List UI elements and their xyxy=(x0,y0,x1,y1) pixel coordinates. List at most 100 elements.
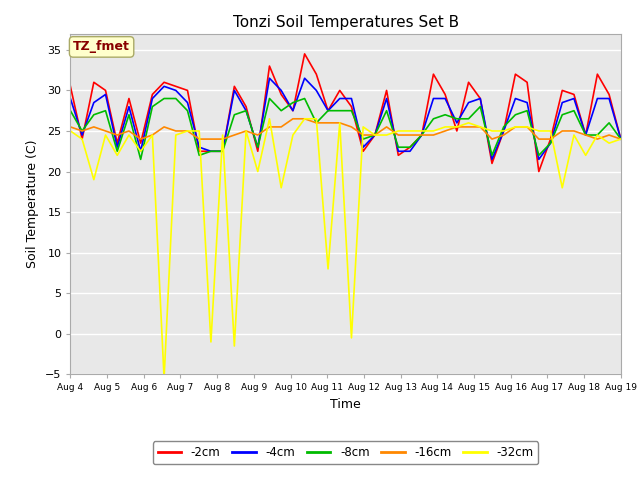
-2cm xyxy=(429,72,437,77)
-32cm xyxy=(465,120,472,126)
-8cm xyxy=(184,108,191,114)
-4cm xyxy=(559,100,566,106)
-2cm xyxy=(348,104,355,109)
-2cm xyxy=(617,136,625,142)
Line: -4cm: -4cm xyxy=(70,78,621,159)
-2cm xyxy=(559,87,566,93)
-2cm xyxy=(137,140,145,146)
-4cm xyxy=(582,132,589,138)
-4cm xyxy=(465,100,472,106)
-8cm xyxy=(394,144,402,150)
-32cm xyxy=(359,124,367,130)
-32cm xyxy=(559,185,566,191)
-4cm xyxy=(429,96,437,101)
-8cm xyxy=(148,104,156,109)
-32cm xyxy=(230,343,238,349)
-32cm xyxy=(524,124,531,130)
Line: -16cm: -16cm xyxy=(70,119,621,139)
-2cm xyxy=(113,140,121,146)
-8cm xyxy=(301,96,308,101)
-16cm xyxy=(348,124,355,130)
-8cm xyxy=(453,116,461,121)
-16cm xyxy=(301,116,308,121)
-32cm xyxy=(277,185,285,191)
-16cm xyxy=(511,124,519,130)
-4cm xyxy=(394,148,402,154)
-32cm xyxy=(172,132,180,138)
-16cm xyxy=(605,132,613,138)
-2cm xyxy=(230,84,238,89)
-4cm xyxy=(195,144,203,150)
-2cm xyxy=(359,148,367,154)
-8cm xyxy=(547,140,554,146)
-2cm xyxy=(418,132,426,138)
-32cm xyxy=(617,136,625,142)
-8cm xyxy=(418,132,426,138)
-4cm xyxy=(289,108,297,114)
-32cm xyxy=(184,128,191,134)
-4cm xyxy=(488,156,496,162)
-4cm xyxy=(476,96,484,101)
-8cm xyxy=(336,108,344,114)
-8cm xyxy=(383,108,390,114)
-32cm xyxy=(289,132,297,138)
-16cm xyxy=(125,128,132,134)
-8cm xyxy=(312,120,320,126)
-2cm xyxy=(582,132,589,138)
-8cm xyxy=(266,96,273,101)
-32cm xyxy=(500,128,508,134)
-2cm xyxy=(442,92,449,97)
-32cm xyxy=(570,132,578,138)
-2cm xyxy=(476,96,484,101)
-2cm xyxy=(67,84,74,89)
-32cm xyxy=(383,132,390,138)
-32cm xyxy=(160,375,168,381)
-8cm xyxy=(172,96,180,101)
-4cm xyxy=(418,132,426,138)
-2cm xyxy=(453,128,461,134)
-16cm xyxy=(559,128,566,134)
-16cm xyxy=(277,124,285,130)
-2cm xyxy=(207,148,215,154)
-16cm xyxy=(219,136,227,142)
-16cm xyxy=(442,128,449,134)
-32cm xyxy=(137,148,145,154)
-8cm xyxy=(570,108,578,114)
-2cm xyxy=(465,79,472,85)
-16cm xyxy=(184,128,191,134)
-4cm xyxy=(148,96,156,101)
-8cm xyxy=(559,112,566,118)
-4cm xyxy=(511,96,519,101)
-2cm xyxy=(593,72,601,77)
-32cm xyxy=(336,120,344,126)
-16cm xyxy=(383,124,390,130)
-32cm xyxy=(605,140,613,146)
-16cm xyxy=(593,136,601,142)
-4cm xyxy=(406,148,414,154)
-32cm xyxy=(324,266,332,272)
-4cm xyxy=(442,96,449,101)
-8cm xyxy=(442,112,449,118)
-4cm xyxy=(67,96,74,101)
-8cm xyxy=(500,124,508,130)
-16cm xyxy=(617,136,625,142)
-32cm xyxy=(113,153,121,158)
-32cm xyxy=(371,132,379,138)
-8cm xyxy=(524,108,531,114)
-4cm xyxy=(547,140,554,146)
-4cm xyxy=(172,87,180,93)
-16cm xyxy=(195,136,203,142)
-2cm xyxy=(277,92,285,97)
-8cm xyxy=(359,136,367,142)
-8cm xyxy=(195,153,203,158)
-2cm xyxy=(605,92,613,97)
-32cm xyxy=(312,116,320,121)
-4cm xyxy=(301,75,308,81)
-8cm xyxy=(102,108,109,114)
-16cm xyxy=(453,124,461,130)
-16cm xyxy=(160,124,168,130)
-8cm xyxy=(254,144,262,150)
-8cm xyxy=(137,156,145,162)
-2cm xyxy=(90,79,98,85)
-4cm xyxy=(605,96,613,101)
